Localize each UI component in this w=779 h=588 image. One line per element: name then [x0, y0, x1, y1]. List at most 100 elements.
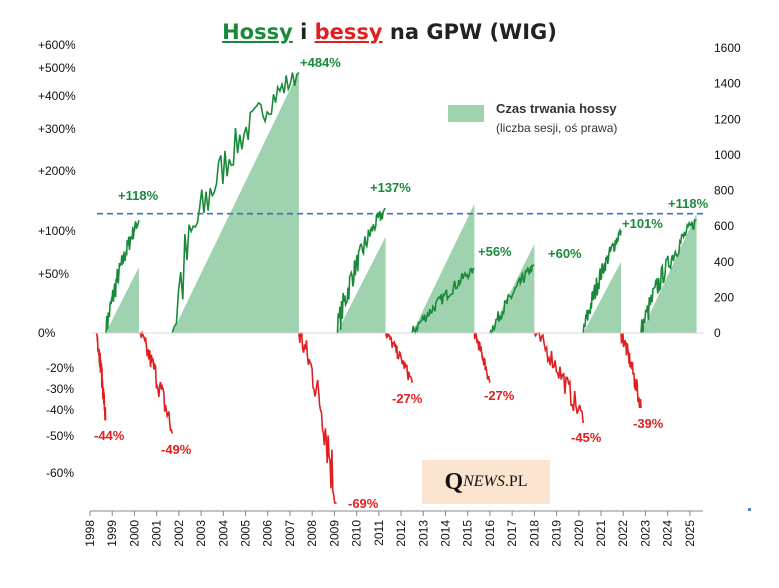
- right-tick-label: 1200: [714, 112, 741, 126]
- x-tick-label: 2022: [616, 520, 630, 547]
- bull-area-3: [412, 203, 475, 333]
- bull-area-2: [336, 236, 386, 333]
- left-tick-label: +200%: [38, 164, 76, 178]
- x-tick-label: 2003: [194, 520, 208, 547]
- bear-label-1: -49%: [161, 442, 192, 457]
- right-tick-label: 200: [714, 290, 734, 304]
- right-tick-label: 1600: [714, 41, 741, 55]
- right-tick-label: 0: [714, 326, 721, 340]
- x-tick-label: 2012: [394, 520, 408, 547]
- bull-label-6: +118%: [668, 196, 709, 211]
- bear-line-3: [384, 332, 413, 383]
- left-tick-label: -30%: [46, 382, 74, 396]
- bull-label-4: +60%: [548, 246, 582, 261]
- x-tick-label: 2006: [261, 520, 275, 547]
- logo-q: Q: [444, 468, 464, 495]
- x-tick-label: 2011: [372, 520, 386, 546]
- x-tick-label: 2001: [150, 520, 164, 547]
- x-tick-label: 2015: [461, 520, 475, 547]
- bear-line-5: [533, 332, 584, 424]
- right-tick-label: 400: [714, 255, 734, 269]
- bull-line-1: [171, 71, 300, 334]
- logo-pl: .PL: [504, 473, 528, 490]
- x-tick-label: 2004: [216, 520, 230, 547]
- x-tick-label: 2008: [305, 520, 319, 547]
- right-tick-label: 800: [714, 184, 734, 198]
- bear-label-5: -45%: [571, 430, 602, 445]
- x-tick-label: 2005: [239, 520, 253, 547]
- bull-area-4: [489, 243, 535, 333]
- x-tick-label: 2002: [172, 520, 186, 547]
- left-tick-label: 0%: [38, 326, 56, 340]
- bear-line-2: [298, 332, 337, 504]
- bull-duration-areas: [105, 71, 697, 333]
- left-tick-label: +100%: [38, 224, 76, 238]
- bull-label-5: +101%: [622, 216, 663, 231]
- left-tick-label: +50%: [38, 267, 69, 281]
- bear-label-3: -27%: [392, 391, 423, 406]
- legend-swatch: [448, 105, 484, 122]
- bull-area-5: [583, 261, 622, 333]
- x-tick-label: 2013: [416, 520, 430, 547]
- bear-label-0: -44%: [94, 428, 125, 443]
- bull-line-6: [640, 219, 697, 334]
- bull-line-2: [336, 208, 386, 334]
- bull-area-0: [105, 267, 139, 333]
- x-tick-label: 2014: [438, 520, 452, 547]
- legend-label: Czas trwania hossy: [496, 101, 617, 116]
- x-tick-label: 2016: [483, 520, 497, 547]
- x-tick-label: 2010: [350, 520, 364, 547]
- right-tick-label: 600: [714, 219, 734, 233]
- left-tick-label: +500%: [38, 61, 76, 75]
- bear-line-0: [95, 332, 107, 421]
- bull-area-1: [172, 71, 299, 333]
- chart-title: Hossy i bessy na GPW (WIG): [0, 20, 779, 44]
- x-tick-label: 2024: [661, 520, 675, 547]
- left-tick-label: -50%: [46, 429, 74, 443]
- bull-line-5: [582, 227, 622, 334]
- bear-line-6: [620, 331, 642, 408]
- bull-label-0: +118%: [118, 188, 159, 203]
- axes: +600% +500% +400% +300% +200% +100% +50% 0% -20%…: [38, 38, 741, 547]
- x-tick-label: 2000: [127, 520, 141, 547]
- title-bessy: bessy: [314, 20, 383, 44]
- x-tick-label: 2018: [527, 520, 541, 547]
- bull-line-0: [105, 220, 140, 334]
- x-tick-label: 2009: [327, 520, 341, 547]
- qnews-logo: Q NEWS .PL: [422, 460, 550, 504]
- data-labels: +118% +484% +137% +56% +60% +101% +118% -44% -49…: [94, 55, 709, 511]
- bear-label-6: -39%: [633, 416, 664, 431]
- stray-dot: [748, 508, 751, 511]
- bear-label-2: -69%: [348, 496, 379, 511]
- x-tick-label: 1998: [83, 520, 97, 547]
- bear-line-1: [138, 330, 173, 434]
- left-tick-label: -20%: [46, 361, 74, 375]
- bear-label-4: -27%: [484, 388, 515, 403]
- left-tick-label: +400%: [38, 89, 76, 103]
- logo-news: NEWS: [463, 473, 505, 490]
- title-rest: na GPW (WIG): [382, 20, 557, 44]
- left-tick-label: -60%: [46, 466, 74, 480]
- bull-label-2: +137%: [370, 180, 411, 195]
- left-tick-label: +600%: [38, 38, 76, 52]
- right-tick-label: 1400: [714, 77, 741, 91]
- bull-label-1: +484%: [300, 55, 341, 70]
- bull-area-6: [641, 213, 697, 333]
- title-hossy: Hossy: [222, 20, 293, 44]
- right-tick-label: 1000: [714, 148, 741, 162]
- legend-sublabel: (liczba sesji, oś prawa): [496, 121, 618, 135]
- bear-line-4: [473, 332, 491, 383]
- x-tick-label: 2023: [638, 520, 652, 547]
- bull-label-3: +56%: [478, 244, 512, 259]
- x-tick-label: 2017: [505, 520, 519, 547]
- left-tick-label: -40%: [46, 403, 74, 417]
- x-tick-label: 2025: [683, 520, 697, 547]
- left-tick-label: +300%: [38, 122, 76, 136]
- series-lines: [95, 71, 697, 504]
- bull-line-4: [489, 264, 535, 335]
- x-tick-label: 2019: [550, 520, 564, 547]
- x-tick-label: 2007: [283, 520, 297, 547]
- x-tick-label: 2020: [572, 520, 586, 547]
- bull-line-3: [411, 267, 475, 335]
